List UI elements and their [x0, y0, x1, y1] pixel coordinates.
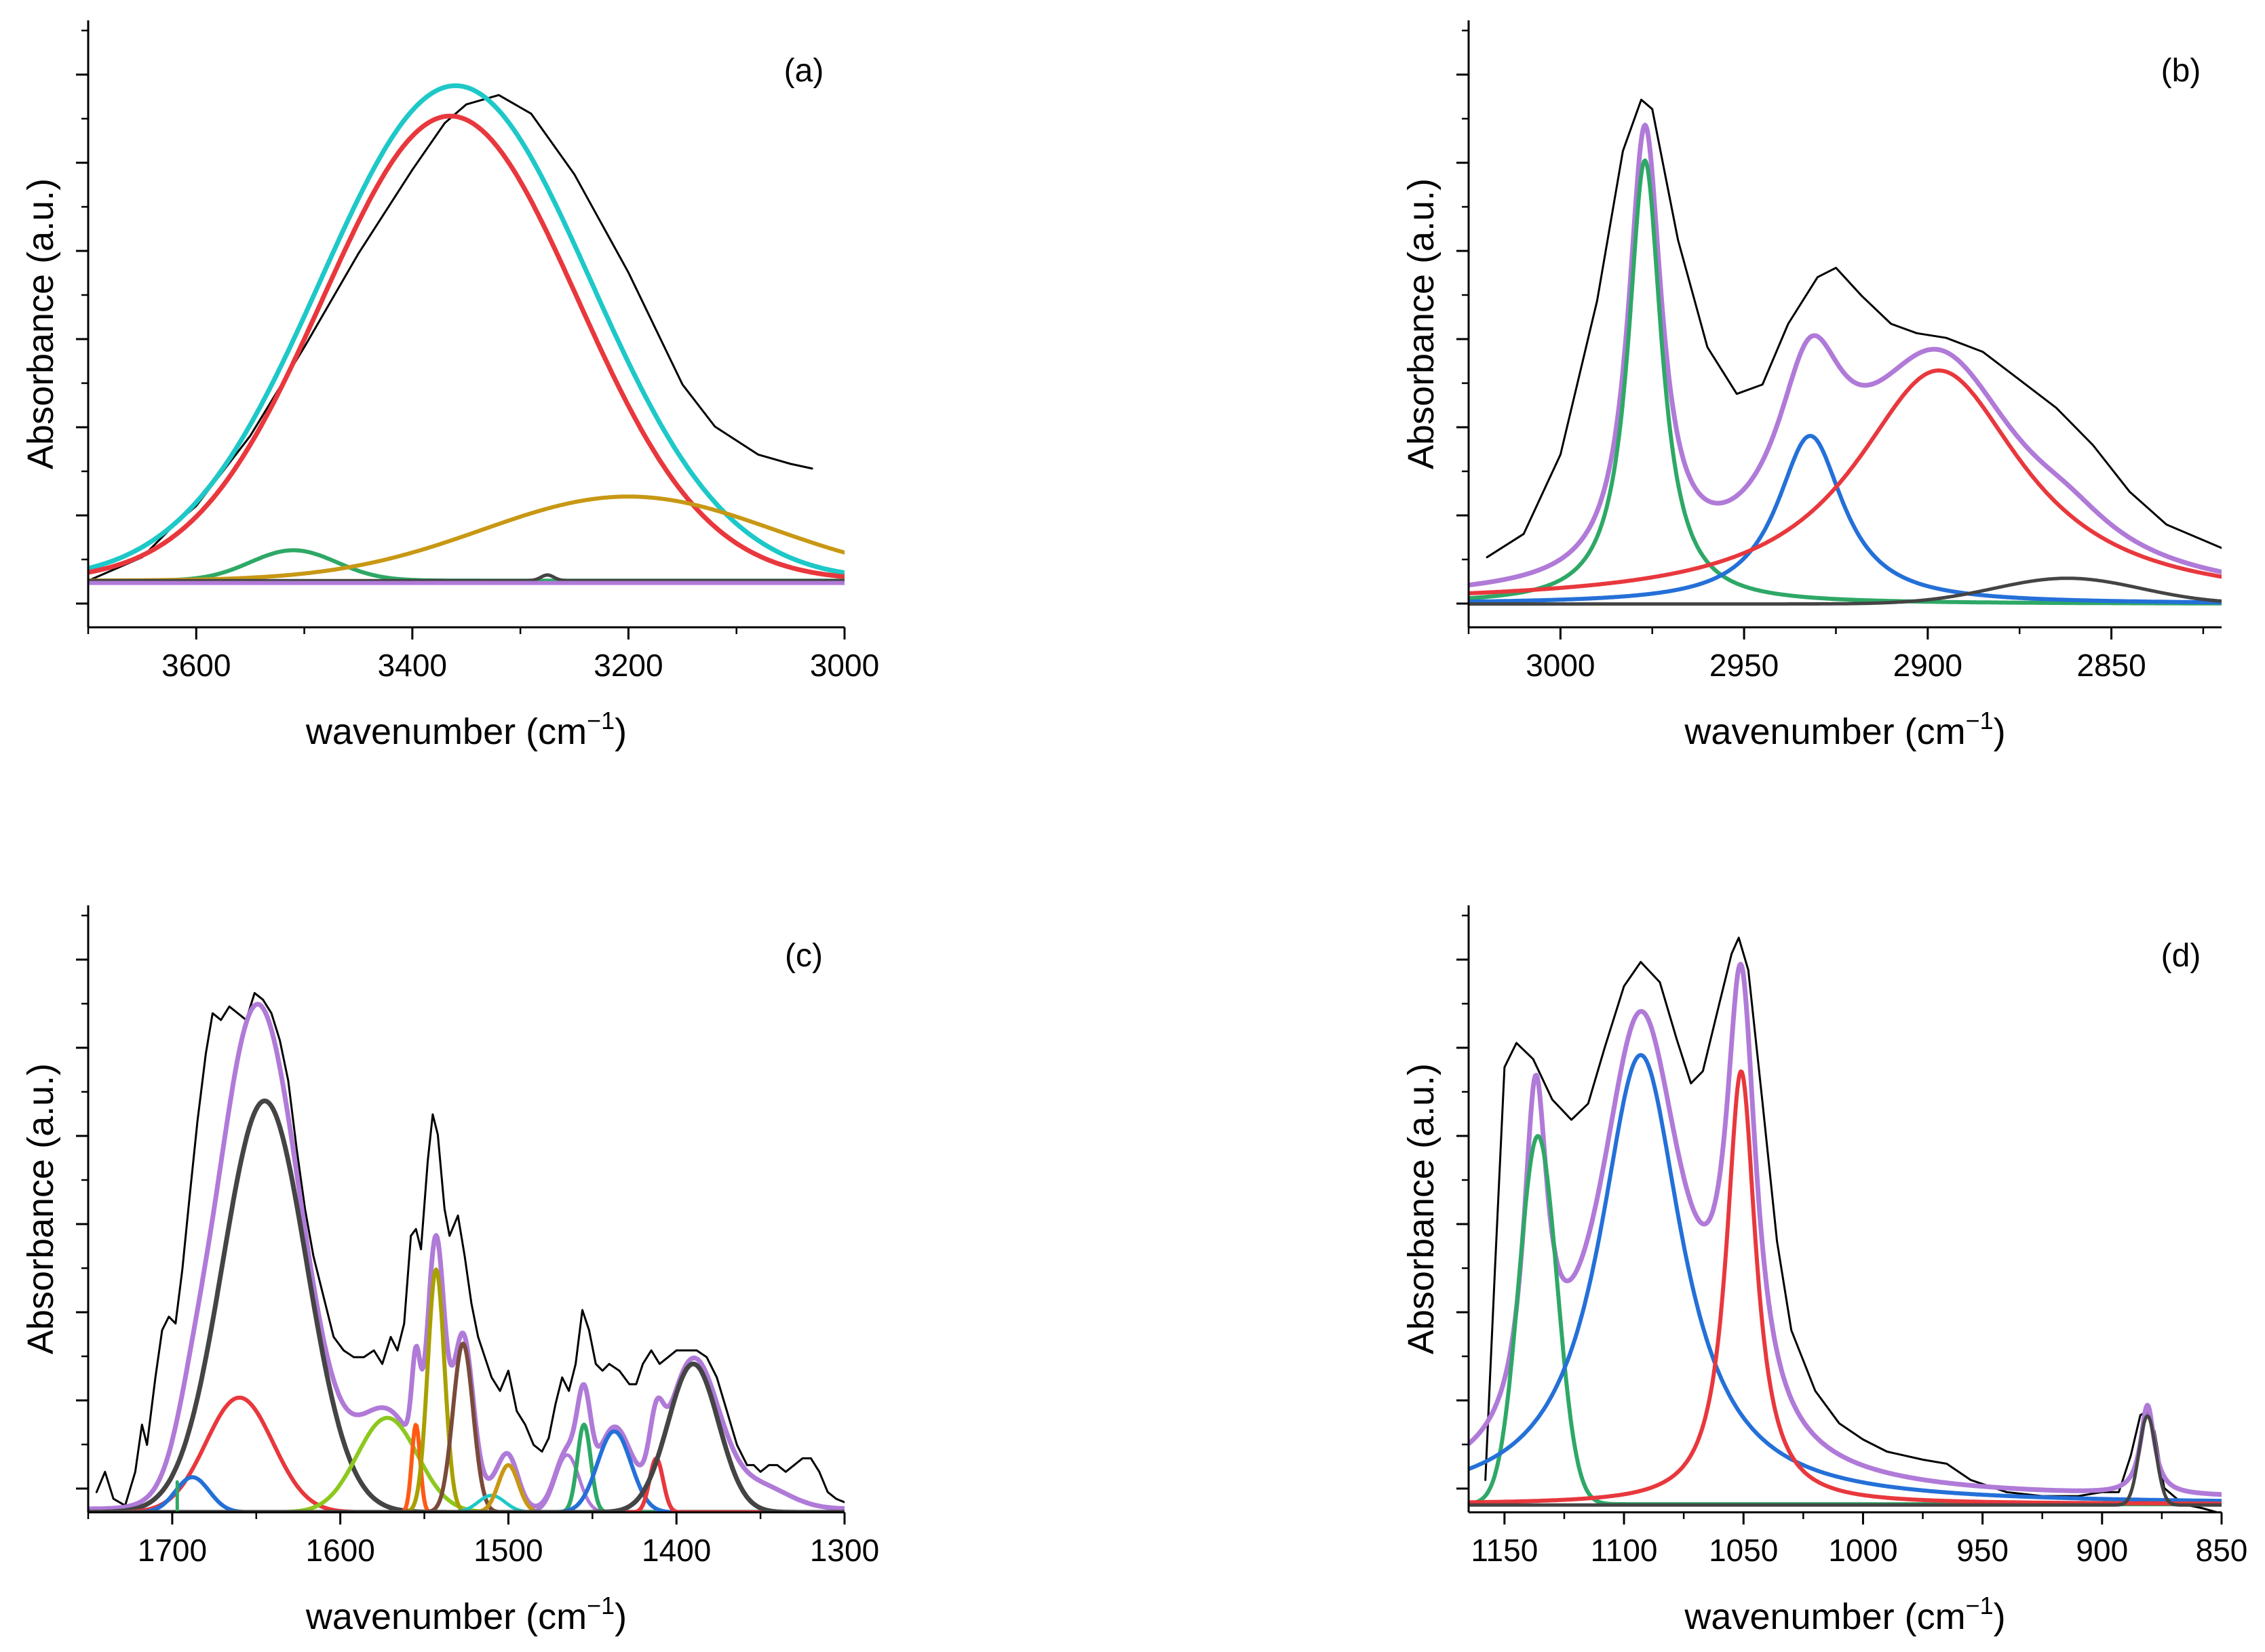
x-tick-label: 2850 — [2076, 648, 2146, 683]
x-tick-label: 2900 — [1893, 648, 1962, 683]
x-tick-label: 3600 — [161, 648, 231, 683]
x-axis-label: wavenumber (cm−1) — [1684, 1592, 2005, 1637]
series-group — [1469, 98, 2222, 606]
series-measured — [88, 94, 813, 582]
panel-c: 1700 1600 1500 1400 1300 wavenumber (cm−1) Abs… — [20, 905, 879, 1637]
series-fit-envelope — [1469, 122, 2222, 588]
axes: 3000 2950 2900 2850 — [1456, 20, 2222, 683]
x-axis-label-superscript: −1 — [1966, 1592, 1994, 1619]
series-d-blue — [1469, 1053, 2222, 1503]
series-component-1 — [88, 113, 845, 579]
x-tick-label: 1600 — [305, 1533, 374, 1568]
x-axis-label-superscript: −1 — [587, 707, 615, 734]
x-axis-label: wavenumber (cm−1) — [1684, 707, 2005, 752]
series-measured — [95, 991, 845, 1507]
series-group — [88, 991, 845, 1512]
series-c-cyan — [88, 1493, 845, 1512]
x-axis-label-close: ) — [1994, 711, 2006, 752]
series-fit-envelope — [1469, 962, 2222, 1497]
x-tick-label: 2950 — [1709, 648, 1779, 683]
x-tick-label: 850 — [2196, 1533, 2248, 1568]
x-axis-label-close: ) — [1994, 1596, 2006, 1637]
x-axis-label-text: wavenumber (cm — [305, 1596, 587, 1637]
series-c-amide-side — [88, 1395, 845, 1512]
series-component-2 — [88, 548, 845, 583]
panel-label: (c) — [785, 938, 823, 974]
x-tick-label: 1100 — [1591, 1533, 1658, 1568]
x-axis-label-text: wavenumber (cm — [1684, 711, 1965, 752]
series-c-gray-2 — [88, 1361, 845, 1512]
panel-label: (a) — [784, 53, 824, 89]
series-d-red — [1469, 1069, 2222, 1506]
series-fit-envelope — [88, 83, 845, 576]
series-group — [1469, 937, 2222, 1512]
series-component-1 — [1469, 158, 2222, 606]
x-tick-label: 950 — [1956, 1533, 2009, 1568]
x-axis-label: wavenumber (cm−1) — [305, 707, 627, 752]
x-axis-label: wavenumber (cm−1) — [305, 1592, 627, 1637]
x-axis-label-text: wavenumber (cm — [1684, 1596, 1965, 1637]
x-tick-label: 1400 — [642, 1533, 711, 1568]
panel-label: (b) — [2161, 53, 2201, 89]
panel-d: 1150 1100 1050 1000 950 900 850 wavenumber (cm−… — [1401, 905, 2247, 1637]
x-tick-label: 3400 — [378, 648, 447, 683]
x-tick-label: 1500 — [473, 1533, 543, 1568]
axes: 3600 3400 3200 3000 — [76, 20, 879, 683]
series-measured — [1484, 937, 2218, 1512]
panel-a: 3600 3400 3200 3000 wavenumber (cm−1) Absorba… — [20, 20, 879, 752]
x-tick-label: 3000 — [810, 648, 879, 683]
series-component-4 — [1469, 576, 2222, 606]
x-tick-label: 1700 — [138, 1533, 207, 1568]
axes: 1700 1600 1500 1400 1300 — [76, 905, 879, 1568]
x-tick-label: 1050 — [1709, 1533, 1778, 1568]
x-axis-label-close: ) — [615, 711, 627, 752]
x-tick-label: 1150 — [1471, 1533, 1538, 1568]
y-axis-label: Absorbance (a.u.) — [20, 1063, 61, 1354]
panel-b: 3000 2950 2900 2850 wavenumber (cm−1) Absorba… — [1401, 20, 2222, 752]
series-group — [88, 83, 845, 585]
series-component-2 — [1469, 433, 2222, 605]
series-c-brown — [88, 1341, 845, 1512]
x-tick-label: 900 — [2076, 1533, 2128, 1568]
x-axis-label-superscript: −1 — [1966, 707, 1994, 734]
series-c-blue-1 — [88, 1475, 845, 1512]
x-tick-label: 3200 — [594, 648, 663, 683]
panel-label: (d) — [2161, 938, 2201, 974]
x-axis-label-close: ) — [615, 1596, 627, 1637]
series-fit-envelope — [88, 1002, 845, 1512]
y-axis-label: Absorbance (a.u.) — [20, 178, 61, 469]
series-c-olive — [88, 1267, 845, 1512]
y-axis-label: Absorbance (a.u.) — [1401, 178, 1441, 469]
series-component-4 — [88, 573, 845, 583]
x-tick-label: 1000 — [1828, 1533, 1897, 1568]
x-tick-label: 3000 — [1526, 648, 1595, 683]
series-d-gray — [1469, 1414, 2222, 1507]
x-axis-label-text: wavenumber (cm — [305, 711, 587, 752]
series-c-gold — [88, 1463, 845, 1512]
x-tick-label: 1300 — [810, 1533, 879, 1568]
x-axis-label-superscript: −1 — [587, 1592, 615, 1619]
series-measured — [1486, 98, 2222, 559]
y-axis-label: Absorbance (a.u.) — [1401, 1063, 1441, 1354]
series-component-3 — [1469, 368, 2222, 595]
series-c-amide-main — [88, 1098, 845, 1512]
axes: 1150 1100 1050 1000 950 900 850 — [1456, 905, 2247, 1568]
